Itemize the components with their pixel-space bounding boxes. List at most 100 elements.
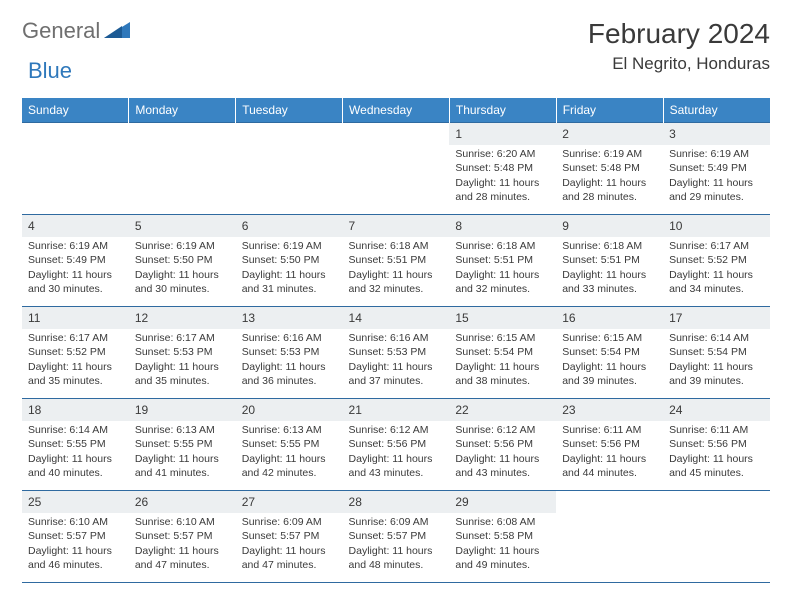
- weekday-header: Monday: [129, 98, 236, 123]
- day-number: 7: [343, 215, 450, 237]
- calendar-day-cell: 7Sunrise: 6:18 AMSunset: 5:51 PMDaylight…: [343, 215, 450, 307]
- day-info: Sunrise: 6:18 AMSunset: 5:51 PMDaylight:…: [343, 237, 450, 300]
- day-number: 6: [236, 215, 343, 237]
- day-info: Sunrise: 6:10 AMSunset: 5:57 PMDaylight:…: [22, 513, 129, 576]
- calendar-table: SundayMondayTuesdayWednesdayThursdayFrid…: [22, 98, 770, 583]
- day-number: 26: [129, 491, 236, 513]
- day-info: Sunrise: 6:16 AMSunset: 5:53 PMDaylight:…: [343, 329, 450, 392]
- calendar-day-cell: 24Sunrise: 6:11 AMSunset: 5:56 PMDayligh…: [663, 399, 770, 491]
- calendar-week-row: 18Sunrise: 6:14 AMSunset: 5:55 PMDayligh…: [22, 399, 770, 491]
- calendar-day-cell: 10Sunrise: 6:17 AMSunset: 5:52 PMDayligh…: [663, 215, 770, 307]
- logo-triangle-icon: [104, 20, 130, 43]
- calendar-day-cell: [343, 123, 450, 215]
- day-info: Sunrise: 6:13 AMSunset: 5:55 PMDaylight:…: [129, 421, 236, 484]
- day-number: 14: [343, 307, 450, 329]
- day-number: 13: [236, 307, 343, 329]
- day-number: 10: [663, 215, 770, 237]
- day-number: [343, 123, 450, 145]
- calendar-day-cell: 12Sunrise: 6:17 AMSunset: 5:53 PMDayligh…: [129, 307, 236, 399]
- day-number: 16: [556, 307, 663, 329]
- weekday-header: Wednesday: [343, 98, 450, 123]
- day-info: Sunrise: 6:14 AMSunset: 5:55 PMDaylight:…: [22, 421, 129, 484]
- day-number: 8: [449, 215, 556, 237]
- calendar-body: 1Sunrise: 6:20 AMSunset: 5:48 PMDaylight…: [22, 123, 770, 583]
- calendar-day-cell: [556, 491, 663, 583]
- calendar-day-cell: 25Sunrise: 6:10 AMSunset: 5:57 PMDayligh…: [22, 491, 129, 583]
- calendar-day-cell: [663, 491, 770, 583]
- calendar-week-row: 4Sunrise: 6:19 AMSunset: 5:49 PMDaylight…: [22, 215, 770, 307]
- day-number: [129, 123, 236, 145]
- day-number: 24: [663, 399, 770, 421]
- calendar-day-cell: 23Sunrise: 6:11 AMSunset: 5:56 PMDayligh…: [556, 399, 663, 491]
- weekday-header: Saturday: [663, 98, 770, 123]
- calendar-day-cell: 19Sunrise: 6:13 AMSunset: 5:55 PMDayligh…: [129, 399, 236, 491]
- day-number: 9: [556, 215, 663, 237]
- day-number: 18: [22, 399, 129, 421]
- logo: General: [22, 18, 132, 44]
- day-number: [236, 123, 343, 145]
- day-info: Sunrise: 6:09 AMSunset: 5:57 PMDaylight:…: [236, 513, 343, 576]
- day-info: Sunrise: 6:12 AMSunset: 5:56 PMDaylight:…: [343, 421, 450, 484]
- day-number: 21: [343, 399, 450, 421]
- day-info: Sunrise: 6:09 AMSunset: 5:57 PMDaylight:…: [343, 513, 450, 576]
- day-info: Sunrise: 6:20 AMSunset: 5:48 PMDaylight:…: [449, 145, 556, 208]
- calendar-day-cell: 20Sunrise: 6:13 AMSunset: 5:55 PMDayligh…: [236, 399, 343, 491]
- day-number: [663, 491, 770, 513]
- day-info: Sunrise: 6:11 AMSunset: 5:56 PMDaylight:…: [556, 421, 663, 484]
- day-info: Sunrise: 6:19 AMSunset: 5:50 PMDaylight:…: [129, 237, 236, 300]
- day-number: 15: [449, 307, 556, 329]
- calendar-day-cell: [22, 123, 129, 215]
- day-info: Sunrise: 6:17 AMSunset: 5:53 PMDaylight:…: [129, 329, 236, 392]
- calendar-day-cell: 2Sunrise: 6:19 AMSunset: 5:48 PMDaylight…: [556, 123, 663, 215]
- calendar-day-cell: [236, 123, 343, 215]
- calendar-day-cell: 14Sunrise: 6:16 AMSunset: 5:53 PMDayligh…: [343, 307, 450, 399]
- calendar-day-cell: 29Sunrise: 6:08 AMSunset: 5:58 PMDayligh…: [449, 491, 556, 583]
- day-number: 23: [556, 399, 663, 421]
- day-info: Sunrise: 6:17 AMSunset: 5:52 PMDaylight:…: [663, 237, 770, 300]
- calendar-day-cell: 8Sunrise: 6:18 AMSunset: 5:51 PMDaylight…: [449, 215, 556, 307]
- month-title: February 2024: [588, 18, 770, 50]
- weekday-header: Sunday: [22, 98, 129, 123]
- calendar-day-cell: 18Sunrise: 6:14 AMSunset: 5:55 PMDayligh…: [22, 399, 129, 491]
- day-number: 25: [22, 491, 129, 513]
- day-number: 19: [129, 399, 236, 421]
- logo-text-blue: Blue: [28, 58, 72, 83]
- calendar-day-cell: 26Sunrise: 6:10 AMSunset: 5:57 PMDayligh…: [129, 491, 236, 583]
- calendar-day-cell: 22Sunrise: 6:12 AMSunset: 5:56 PMDayligh…: [449, 399, 556, 491]
- day-number: 12: [129, 307, 236, 329]
- calendar-day-cell: 6Sunrise: 6:19 AMSunset: 5:50 PMDaylight…: [236, 215, 343, 307]
- day-number: 5: [129, 215, 236, 237]
- day-info: Sunrise: 6:14 AMSunset: 5:54 PMDaylight:…: [663, 329, 770, 392]
- day-number: 11: [22, 307, 129, 329]
- calendar-day-cell: 16Sunrise: 6:15 AMSunset: 5:54 PMDayligh…: [556, 307, 663, 399]
- calendar-day-cell: [129, 123, 236, 215]
- calendar-day-cell: 13Sunrise: 6:16 AMSunset: 5:53 PMDayligh…: [236, 307, 343, 399]
- calendar-day-cell: 1Sunrise: 6:20 AMSunset: 5:48 PMDaylight…: [449, 123, 556, 215]
- day-number: 29: [449, 491, 556, 513]
- calendar-week-row: 11Sunrise: 6:17 AMSunset: 5:52 PMDayligh…: [22, 307, 770, 399]
- weekday-header: Tuesday: [236, 98, 343, 123]
- calendar-week-row: 25Sunrise: 6:10 AMSunset: 5:57 PMDayligh…: [22, 491, 770, 583]
- calendar-day-cell: 28Sunrise: 6:09 AMSunset: 5:57 PMDayligh…: [343, 491, 450, 583]
- day-info: Sunrise: 6:19 AMSunset: 5:48 PMDaylight:…: [556, 145, 663, 208]
- calendar-day-cell: 3Sunrise: 6:19 AMSunset: 5:49 PMDaylight…: [663, 123, 770, 215]
- day-info: Sunrise: 6:18 AMSunset: 5:51 PMDaylight:…: [449, 237, 556, 300]
- day-info: Sunrise: 6:11 AMSunset: 5:56 PMDaylight:…: [663, 421, 770, 484]
- weekday-header: Friday: [556, 98, 663, 123]
- calendar-week-row: 1Sunrise: 6:20 AMSunset: 5:48 PMDaylight…: [22, 123, 770, 215]
- calendar-day-cell: 11Sunrise: 6:17 AMSunset: 5:52 PMDayligh…: [22, 307, 129, 399]
- weekday-header: Thursday: [449, 98, 556, 123]
- day-info: Sunrise: 6:10 AMSunset: 5:57 PMDaylight:…: [129, 513, 236, 576]
- day-info: Sunrise: 6:15 AMSunset: 5:54 PMDaylight:…: [449, 329, 556, 392]
- day-number: 3: [663, 123, 770, 145]
- calendar-day-cell: 27Sunrise: 6:09 AMSunset: 5:57 PMDayligh…: [236, 491, 343, 583]
- day-info: Sunrise: 6:13 AMSunset: 5:55 PMDaylight:…: [236, 421, 343, 484]
- day-number: [556, 491, 663, 513]
- calendar-day-cell: 21Sunrise: 6:12 AMSunset: 5:56 PMDayligh…: [343, 399, 450, 491]
- day-number: 28: [343, 491, 450, 513]
- day-number: 20: [236, 399, 343, 421]
- day-info: Sunrise: 6:08 AMSunset: 5:58 PMDaylight:…: [449, 513, 556, 576]
- logo-text-general: General: [22, 18, 100, 44]
- calendar-day-cell: 17Sunrise: 6:14 AMSunset: 5:54 PMDayligh…: [663, 307, 770, 399]
- calendar-day-cell: 15Sunrise: 6:15 AMSunset: 5:54 PMDayligh…: [449, 307, 556, 399]
